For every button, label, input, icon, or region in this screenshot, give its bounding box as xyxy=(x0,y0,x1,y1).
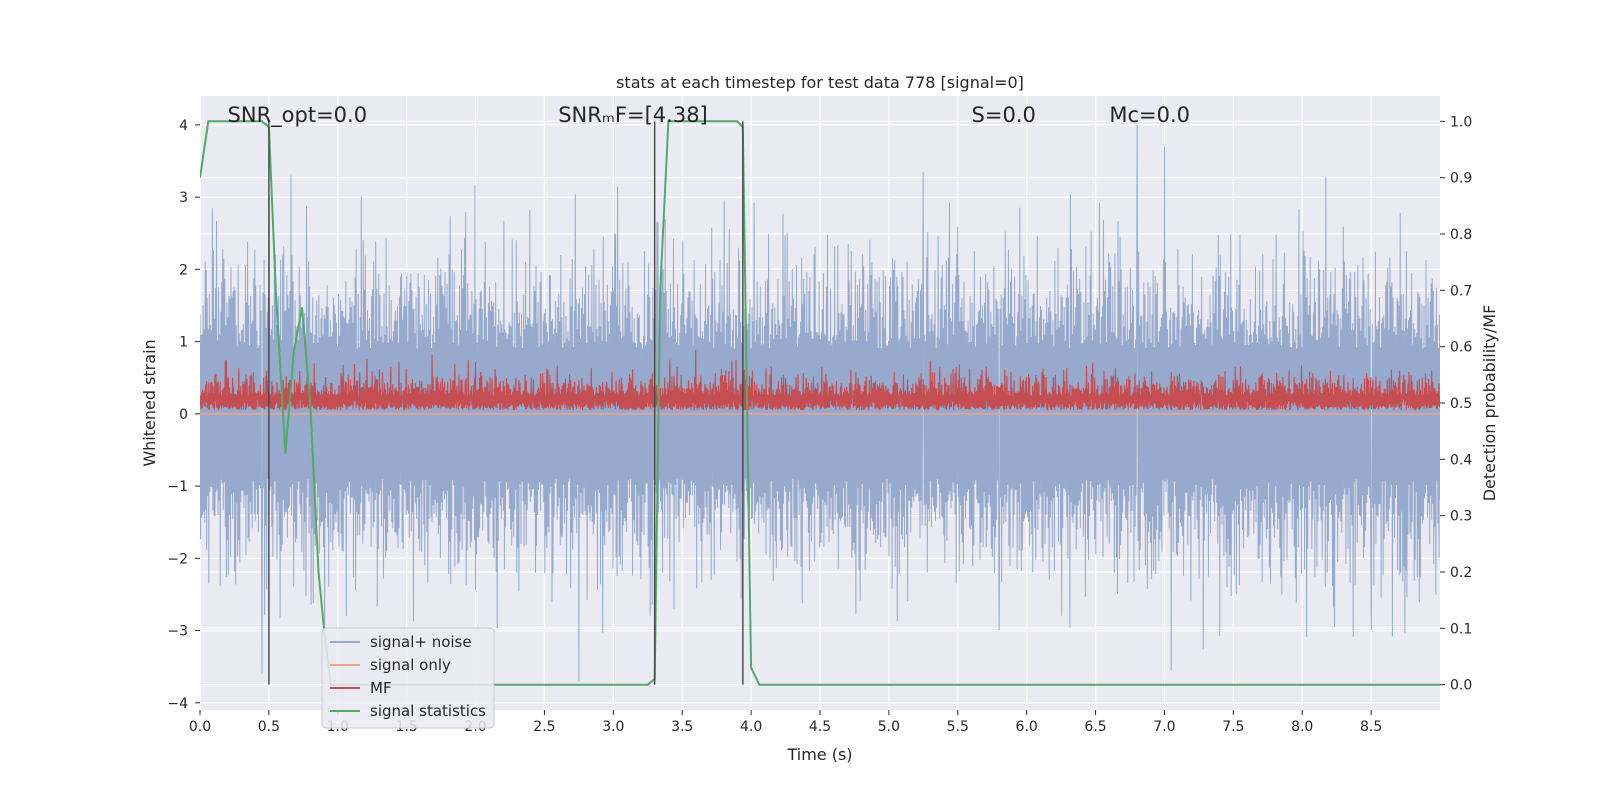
chart-title: stats at each timestep for test data 778… xyxy=(616,73,1024,92)
x-tick-label: 7.5 xyxy=(1222,719,1244,735)
x-tick-label: 4.5 xyxy=(809,719,831,735)
x-tick-label: 0.0 xyxy=(189,719,211,735)
y-tick-label: 0 xyxy=(179,407,188,423)
legend: signal+ noise signal only MF signal statist… xyxy=(321,627,495,729)
annotations: SNR_opt=0.0 SNRₘF=[4.38] S=0.0 Mᴄ=0.0 xyxy=(228,103,1190,128)
y2-tick-label: 0.8 xyxy=(1450,227,1472,243)
y2-tick-label: 0.9 xyxy=(1450,171,1472,187)
y2-tick-label: 1.0 xyxy=(1450,114,1472,130)
series-line xyxy=(200,350,1440,411)
y2-tick-label: 0.0 xyxy=(1450,678,1472,694)
x-tick-label: 6.0 xyxy=(1016,719,1038,735)
annotation: Mᴄ=0.0 xyxy=(1109,103,1190,127)
x-tick-label: 0.5 xyxy=(258,719,280,735)
x-tick-label: 3.0 xyxy=(602,719,624,735)
x-axis-label: Time (s) xyxy=(786,745,852,764)
x-tick-label: 5.5 xyxy=(947,719,969,735)
x-tick-label: 5.0 xyxy=(878,719,900,735)
y-tick-label: 1 xyxy=(179,335,188,351)
y-tick-label: 3 xyxy=(179,190,188,206)
y2-tick-label: 0.2 xyxy=(1450,565,1472,581)
annotation: S=0.0 xyxy=(972,103,1036,127)
y2-tick-label: 0.3 xyxy=(1450,509,1472,525)
legend-entry: signal+ noise xyxy=(370,633,472,651)
x-tick-label: 2.5 xyxy=(533,719,555,735)
y-tick-label: −1 xyxy=(167,479,188,495)
y-tick-label: 4 xyxy=(179,118,188,134)
x-tick-label: 7.0 xyxy=(1153,719,1175,735)
y2-tick-label: 0.6 xyxy=(1450,340,1472,356)
x-tick-label: 6.5 xyxy=(1084,719,1106,735)
y2-tick-label: 0.5 xyxy=(1450,396,1472,412)
y2-tick-label: 0.4 xyxy=(1450,452,1472,468)
y-axis-label: Whitened strain xyxy=(140,339,159,466)
legend-entry: signal only xyxy=(370,656,451,674)
vline-layer xyxy=(268,121,744,685)
legend-entry: signal statistics xyxy=(370,702,486,720)
annotation: SNRₘF=[4.38] xyxy=(558,103,708,127)
x-tick-label: 8.5 xyxy=(1360,719,1382,735)
annotation: SNR_opt=0.0 xyxy=(228,103,368,128)
y2-tick-label: 0.1 xyxy=(1450,621,1472,637)
x-tick-label: 8.0 xyxy=(1291,719,1313,735)
y-tick-label: −4 xyxy=(167,696,188,712)
legend-box xyxy=(321,627,495,729)
x-tick-label: 3.5 xyxy=(671,719,693,735)
y-tick-label: 2 xyxy=(179,262,188,278)
legend-entry: MF xyxy=(370,679,392,697)
series-line xyxy=(200,124,1440,682)
y-tick-label: −3 xyxy=(167,624,188,640)
y2-tick-label: 0.7 xyxy=(1450,283,1472,299)
y-tick-label: −2 xyxy=(167,551,188,567)
y2-axis-label: Detection probability/MF xyxy=(1480,305,1499,502)
x-tick-label: 4.0 xyxy=(740,719,762,735)
